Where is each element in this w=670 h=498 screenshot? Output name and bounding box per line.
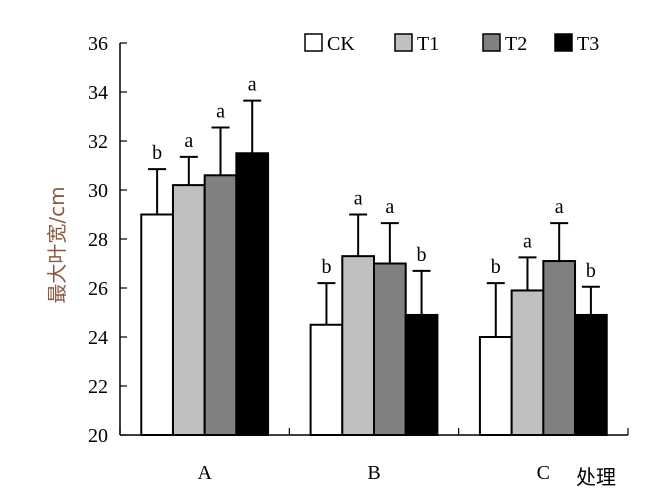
- y-tick-label: 22: [88, 376, 108, 398]
- x-tick-label: A: [197, 462, 212, 484]
- significance-label: a: [216, 101, 225, 123]
- significance-label: a: [184, 130, 193, 152]
- x-axis-label: 处理: [576, 465, 616, 489]
- significance-label: a: [555, 196, 564, 218]
- bar: [542, 260, 577, 436]
- y-tick-label: 32: [88, 131, 108, 153]
- x-tick-label: C: [537, 462, 550, 484]
- y-tick-label: 26: [88, 278, 108, 300]
- legend-swatch: [394, 33, 413, 52]
- bar: [309, 323, 344, 436]
- legend-label: T3: [577, 33, 599, 55]
- significance-label: a: [354, 188, 363, 210]
- legend-swatch: [482, 33, 501, 52]
- legend: CK T1 T2 T3: [304, 33, 599, 55]
- significance-label: b: [417, 244, 427, 266]
- bar: [478, 336, 513, 436]
- significance-label: a: [248, 74, 257, 96]
- y-tick-label: 28: [88, 229, 108, 251]
- x-tick-label: B: [367, 462, 380, 484]
- bar: [574, 313, 608, 437]
- bar: [404, 313, 439, 437]
- y-tick-label: 36: [88, 33, 108, 55]
- significance-label: b: [152, 142, 162, 164]
- legend-label: T2: [505, 33, 527, 55]
- y-tick-label: 30: [88, 180, 108, 202]
- y-tick-label: 20: [88, 425, 108, 447]
- legend-label: CK: [327, 33, 355, 55]
- y-tick-label: 24: [88, 327, 108, 349]
- bar: [203, 174, 238, 437]
- bar: [140, 213, 174, 436]
- bar: [235, 152, 270, 436]
- y-axis-label: 最大叶宽/cm: [45, 186, 69, 303]
- significance-label: a: [523, 230, 532, 252]
- bar: [171, 184, 206, 436]
- legend-label: T1: [417, 33, 439, 55]
- bar: [510, 289, 545, 437]
- significance-label: b: [586, 260, 596, 282]
- legend-swatch: [304, 33, 323, 52]
- significance-label: b: [321, 256, 331, 278]
- significance-label: b: [491, 256, 501, 278]
- bar: [341, 255, 375, 436]
- y-tick-label: 34: [88, 82, 108, 104]
- bar: [373, 262, 407, 436]
- legend-swatch: [554, 33, 573, 52]
- significance-label: a: [385, 196, 394, 218]
